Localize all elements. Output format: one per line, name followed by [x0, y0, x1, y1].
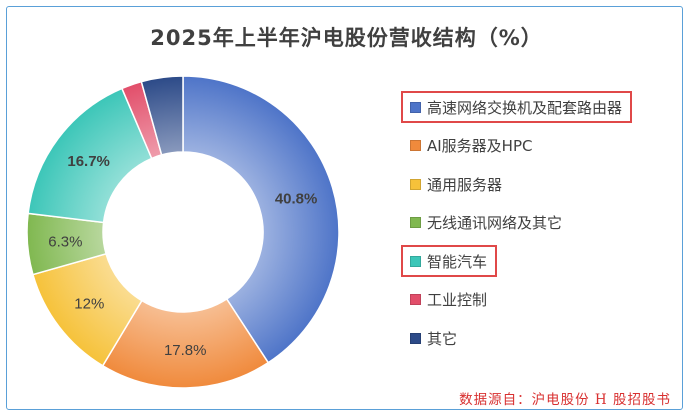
source-note: 数据源自：沪电股份 H 股招股书 — [459, 392, 671, 408]
data-label-3: 6.3% — [48, 233, 82, 250]
legend-swatch-2 — [410, 178, 421, 190]
data-label-2: 12% — [74, 296, 104, 313]
donut-slice-6 — [140, 75, 184, 156]
legend-label-4: 智能汽车 — [427, 252, 488, 271]
legend-label-0: 高速网络交换机及配套路由器 — [427, 98, 623, 117]
donut-slice-0 — [182, 75, 340, 364]
legend-item-1: AI服务器及HPC — [398, 127, 668, 166]
legend-swatch-5 — [410, 294, 421, 306]
legend-item-4: 智能汽车 — [398, 242, 668, 281]
legend-item-0: 高速网络交换机及配套路由器 — [398, 88, 668, 127]
legend: 高速网络交换机及配套路由器 AI服务器及HPC 通用服务器无线通讯网络及其它 智能汽车… — [398, 88, 668, 358]
legend-label-5: 工业控制 — [427, 291, 488, 310]
data-label-4: 16.7% — [67, 153, 110, 170]
legend-swatch-3 — [410, 217, 421, 229]
legend-label-1: AI服务器及HPC — [427, 137, 533, 156]
legend-swatch-6 — [410, 332, 421, 344]
chart-title: 2025年上半年沪电股份营收结构（%） — [150, 26, 543, 50]
data-label-1: 17.8% — [164, 342, 207, 359]
legend-swatch-1 — [410, 140, 421, 152]
legend-label-2: 通用服务器 — [427, 175, 503, 194]
legend-label-6: 其它 — [427, 329, 458, 348]
legend-item-6: 其它 — [398, 319, 668, 358]
data-label-0: 40.8% — [275, 190, 318, 207]
legend-swatch-4 — [410, 255, 421, 267]
legend-item-3: 无线通讯网络及其它 — [398, 204, 668, 243]
legend-label-3: 无线通讯网络及其它 — [427, 214, 563, 233]
legend-item-2: 通用服务器 — [398, 165, 668, 204]
legend-swatch-0 — [410, 101, 421, 113]
legend-item-5: 工业控制 — [398, 281, 668, 320]
